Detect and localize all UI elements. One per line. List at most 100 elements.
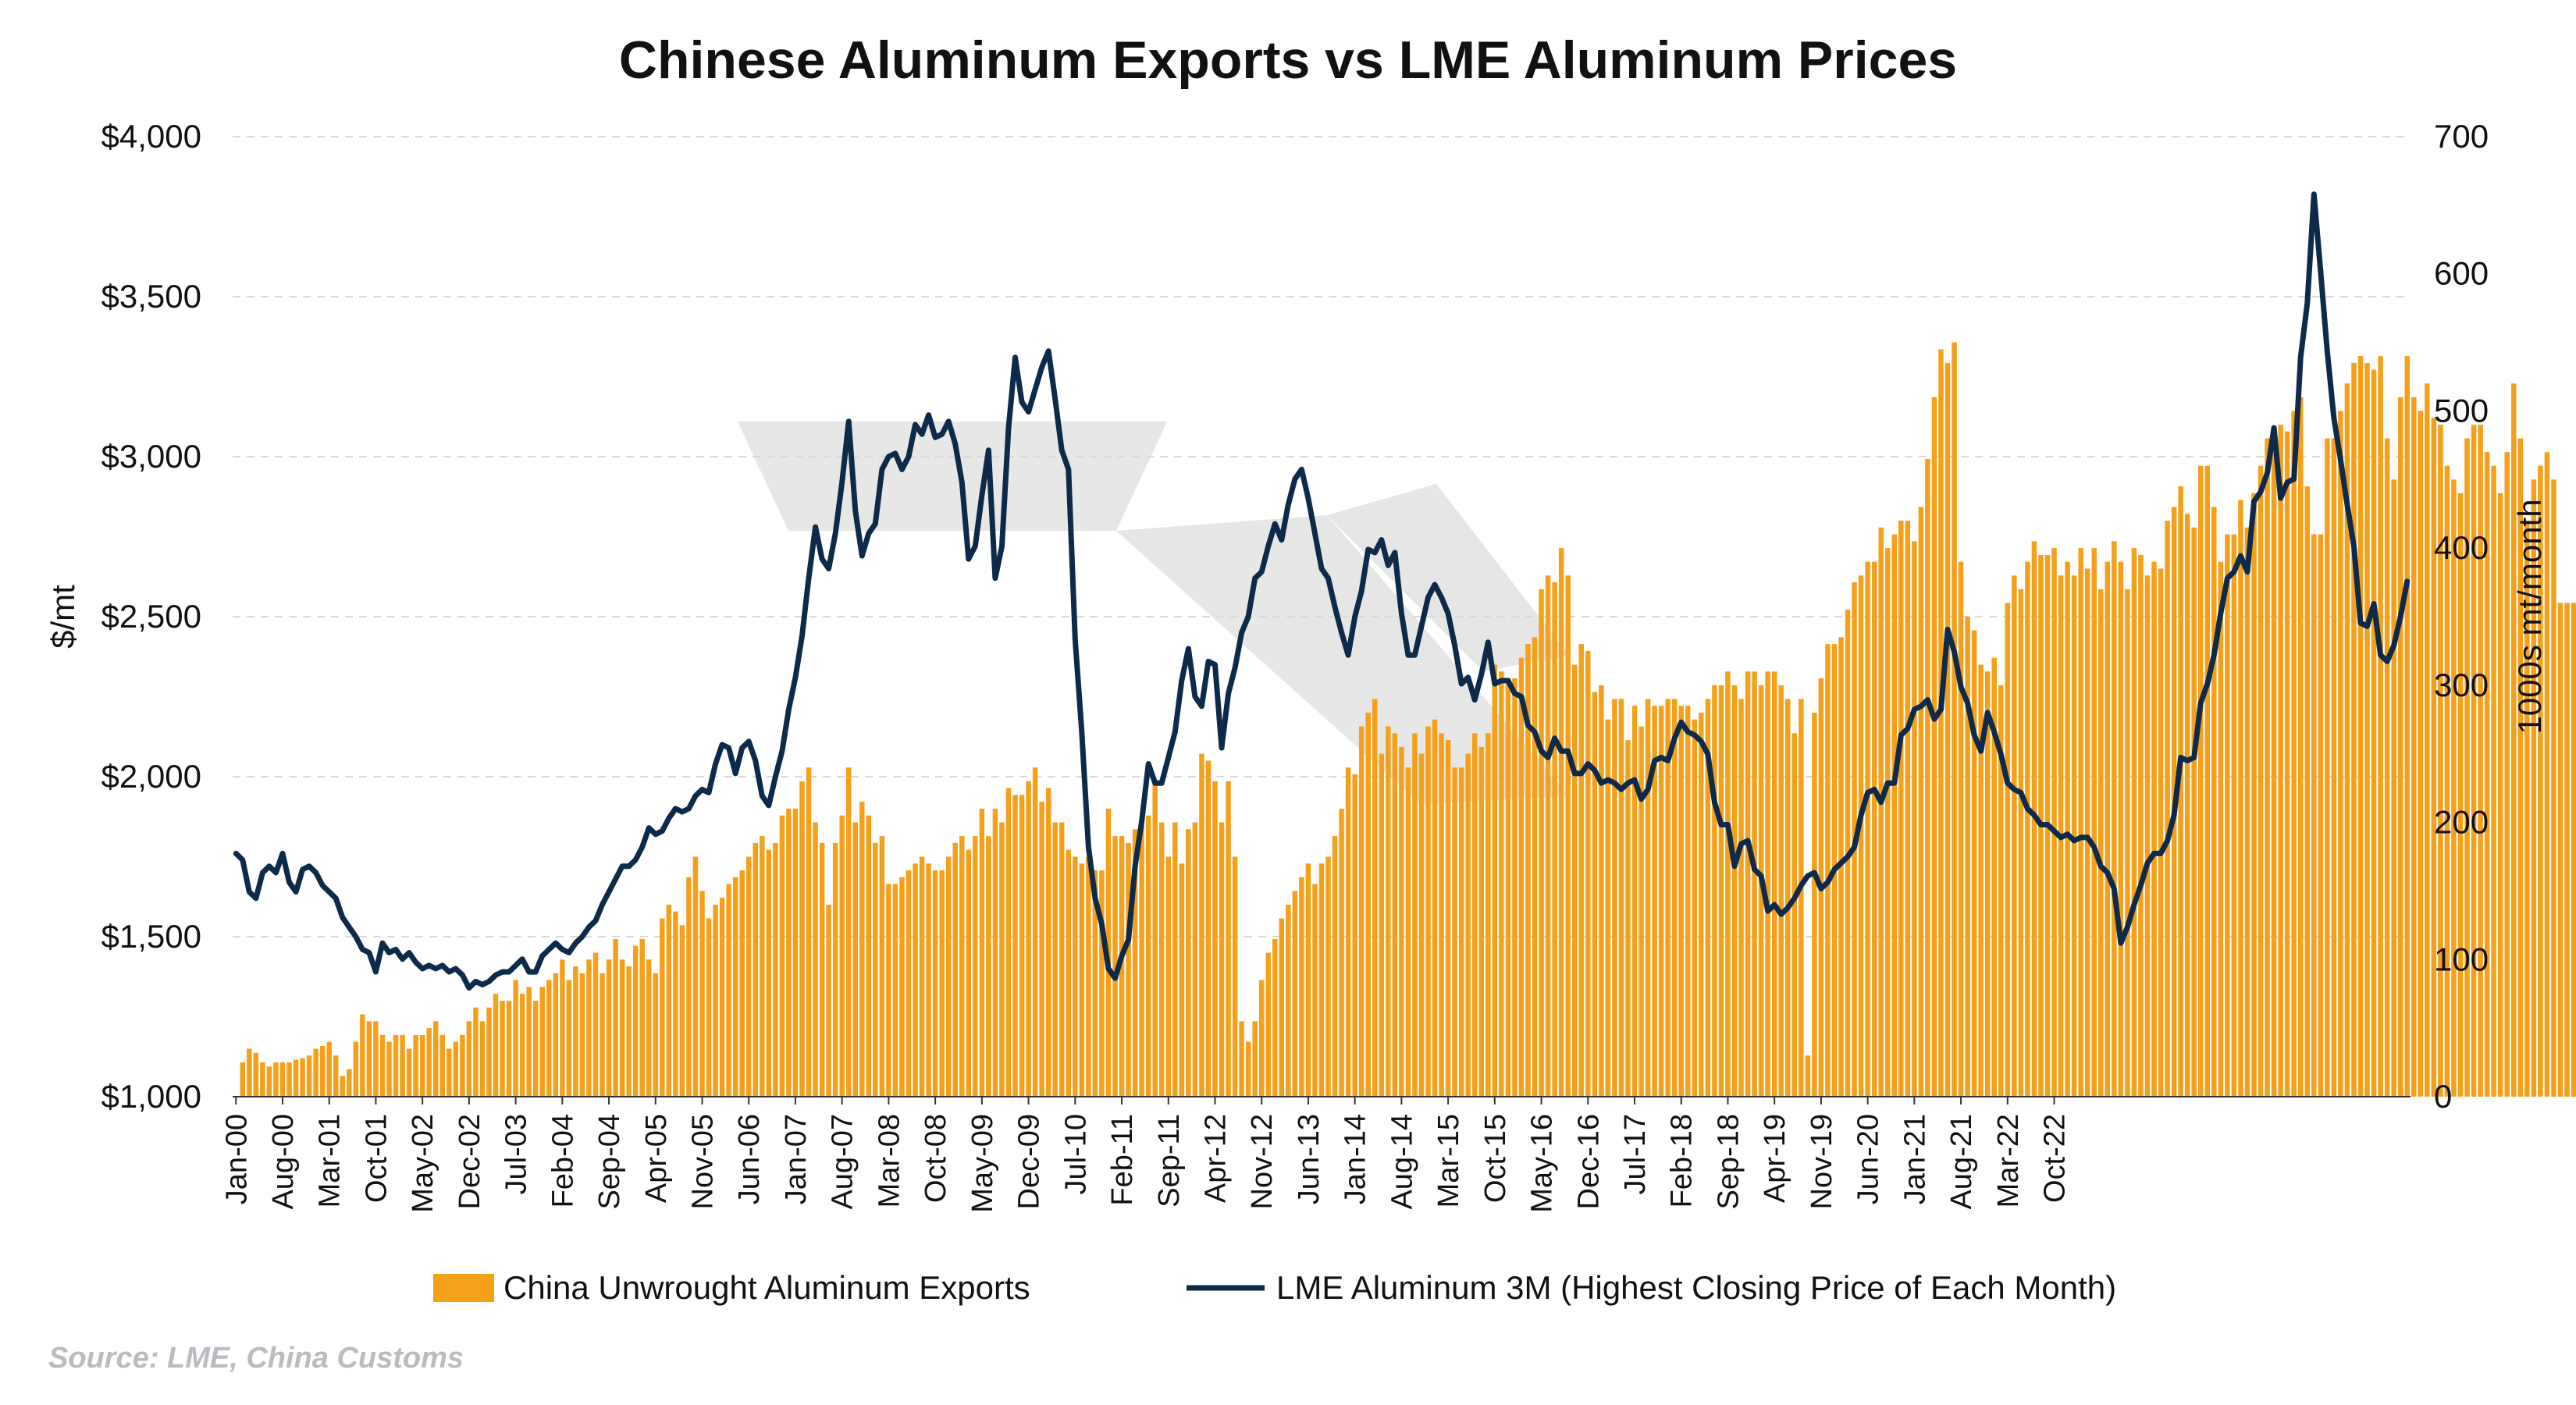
bar xyxy=(539,987,545,1097)
x-tick-label: Oct-08 xyxy=(920,1114,952,1203)
y-axis-right-ticks: 0 100 200 300 400 500 600 700 xyxy=(2434,118,2489,1115)
bar xyxy=(1471,733,1478,1097)
bar xyxy=(613,938,618,1097)
bar xyxy=(653,973,659,1097)
bar xyxy=(766,849,772,1097)
bar xyxy=(2564,603,2570,1097)
bar xyxy=(2218,561,2224,1097)
bar xyxy=(1478,746,1485,1097)
x-tick-label: May-02 xyxy=(407,1114,439,1213)
x-tick-label: Sep-11 xyxy=(1153,1114,1186,1208)
bar xyxy=(1571,664,1578,1097)
bar xyxy=(646,959,652,1097)
x-tick-label: Jan-14 xyxy=(1340,1114,1372,1204)
bar xyxy=(2338,411,2343,1097)
bar xyxy=(2517,438,2524,1097)
bar xyxy=(2457,493,2464,1097)
bar xyxy=(413,1034,418,1097)
bar xyxy=(1865,561,1870,1097)
x-tick-label: Aug-00 xyxy=(267,1114,300,1210)
bar xyxy=(686,877,692,1097)
bar xyxy=(2131,548,2137,1097)
bar xyxy=(732,877,738,1097)
bar xyxy=(779,815,785,1097)
bar xyxy=(2351,362,2357,1097)
bar xyxy=(1005,788,1012,1097)
bar xyxy=(1145,815,1151,1097)
x-tick-label: Oct-22 xyxy=(2039,1114,2072,1203)
bar xyxy=(1165,856,1172,1097)
bar xyxy=(699,891,705,1097)
y-axis-left-ticks: $1,000 $1,500 $2,000 $2,500 $3,000 $3,500 $4,0… xyxy=(101,118,201,1115)
bar xyxy=(2125,589,2130,1097)
bar xyxy=(2431,418,2437,1097)
x-tick-label: Mar-22 xyxy=(1992,1114,2025,1208)
bar xyxy=(1952,342,1957,1097)
bar xyxy=(2311,534,2317,1097)
x-tick-label: Jun-13 xyxy=(1293,1114,1325,1204)
bar xyxy=(2231,534,2237,1097)
bar xyxy=(526,987,532,1097)
bar xyxy=(419,1034,425,1097)
bar xyxy=(760,836,765,1097)
x-tick-label: Mar-01 xyxy=(314,1114,347,1208)
bar xyxy=(1152,781,1158,1097)
bar xyxy=(2378,356,2383,1097)
bar xyxy=(1485,733,1491,1097)
bar xyxy=(553,973,559,1097)
legend: China Unwrought Aluminum Exports LME Alu… xyxy=(433,1269,2116,1306)
bar xyxy=(1532,637,1538,1097)
bar xyxy=(2278,425,2283,1097)
bar xyxy=(919,856,925,1097)
bar xyxy=(473,1007,479,1097)
x-tick-label: Nov-05 xyxy=(687,1114,720,1210)
bar xyxy=(1079,863,1085,1097)
bar xyxy=(406,1048,412,1097)
bar xyxy=(1825,644,1831,1097)
bar xyxy=(1339,809,1344,1097)
bar xyxy=(713,905,718,1097)
line-series-lme-price xyxy=(233,191,2411,991)
bar xyxy=(360,1014,365,1097)
x-tick-label: Dec-16 xyxy=(1572,1114,1605,1210)
bar xyxy=(966,849,972,1097)
x-tick-label: Feb-18 xyxy=(1666,1114,1699,1208)
bar xyxy=(347,1069,352,1097)
bar xyxy=(1073,856,1078,1097)
bar xyxy=(1332,836,1338,1097)
legend-label-line: LME Aluminum 3M (Highest Closing Price o… xyxy=(1276,1269,2116,1306)
bar xyxy=(2325,438,2330,1097)
bar xyxy=(1891,534,1898,1097)
bar xyxy=(1412,733,1418,1097)
bar xyxy=(447,1048,452,1097)
bar xyxy=(1638,726,1644,1097)
bar xyxy=(1305,863,1311,1097)
y-right-tick-label: 700 xyxy=(2434,118,2489,155)
bar xyxy=(859,802,865,1097)
bar xyxy=(1871,561,1877,1097)
bar xyxy=(2165,521,2170,1097)
bar xyxy=(560,959,565,1097)
x-tick-label: Jan-07 xyxy=(780,1114,813,1204)
bar xyxy=(2297,397,2304,1097)
bar xyxy=(279,1062,286,1097)
bar xyxy=(1738,699,1744,1097)
y-right-tick-label: 0 xyxy=(2434,1078,2452,1115)
x-tick-label: Sep-18 xyxy=(1712,1114,1745,1210)
bar xyxy=(2012,575,2017,1097)
bar xyxy=(679,925,685,1097)
bar xyxy=(1092,870,1098,1097)
bar xyxy=(2504,452,2510,1097)
bar xyxy=(1612,699,1617,1097)
bar xyxy=(2025,561,2030,1097)
bar xyxy=(2265,438,2270,1097)
bar xyxy=(792,809,799,1097)
bar xyxy=(2251,493,2257,1097)
bar xyxy=(1858,575,1864,1097)
bar xyxy=(886,884,891,1097)
bar xyxy=(379,1034,386,1097)
bar xyxy=(2118,561,2124,1097)
x-tick-label: Jul-10 xyxy=(1059,1114,1092,1195)
bar xyxy=(479,1021,486,1097)
bar xyxy=(1705,699,1711,1097)
